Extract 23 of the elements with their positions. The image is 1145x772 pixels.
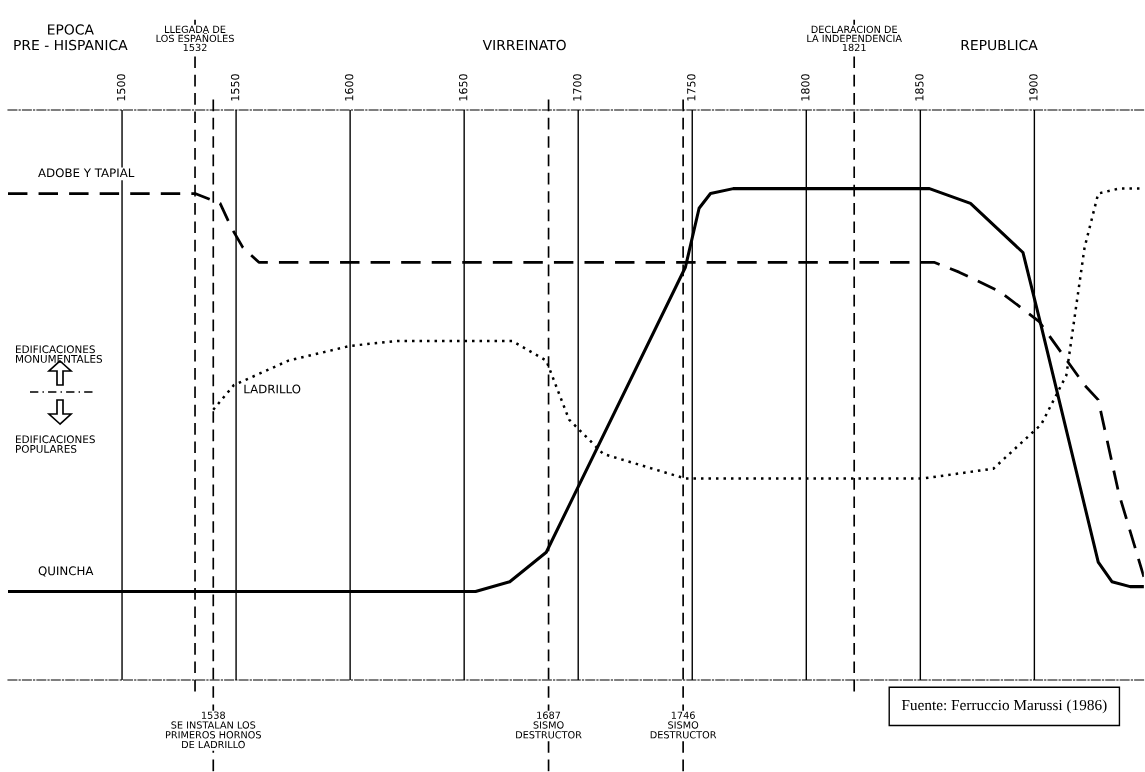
- series-label: ADOBE Y TAPIAL: [38, 168, 135, 178]
- text: REPUBLICA: [961, 39, 1038, 51]
- x-tick-label: 1500: [116, 74, 126, 101]
- x-tick-label: 1900: [1029, 74, 1038, 101]
- ref-line-label: 1538 SE INSTALAN LOS PRIMEROS HORNOS DE LADRILLO: [165, 711, 261, 749]
- annotation: EDIFICACIONES MONUMENTALES: [16, 345, 103, 363]
- ref-line-label: 1687 SISMO DESTRUCTOR: [516, 711, 582, 739]
- annotation: EDIFICACIONES POPULARES: [16, 435, 95, 453]
- ref-line-label: DECLARACION DE LA INDEPENDENCIA 1821: [807, 25, 902, 52]
- source-note: Fuente: Ferruccio Marussi (1986): [901, 699, 1107, 714]
- x-tick-label: 1750: [687, 74, 696, 101]
- x-tick-label: 1850: [915, 74, 924, 101]
- x-tick-label: 1600: [344, 74, 354, 101]
- x-tick-label: 1550: [230, 74, 240, 101]
- x-tick-label: 1650: [458, 74, 468, 101]
- x-tick-label: 1800: [801, 74, 810, 101]
- text: VIRREINATO: [482, 39, 566, 51]
- text: EPOCA PRE - HISPANICA: [14, 24, 128, 51]
- ref-line-label: LLEGADA DE LOS ESPAÑOLES 1532: [156, 25, 234, 52]
- series-label: LADRILLO: [244, 384, 301, 394]
- series-label: QUINCHA: [38, 566, 94, 577]
- x-tick-label: 1700: [573, 74, 582, 101]
- ref-line-label: 1746 SISMO DESTRUCTOR: [650, 711, 717, 739]
